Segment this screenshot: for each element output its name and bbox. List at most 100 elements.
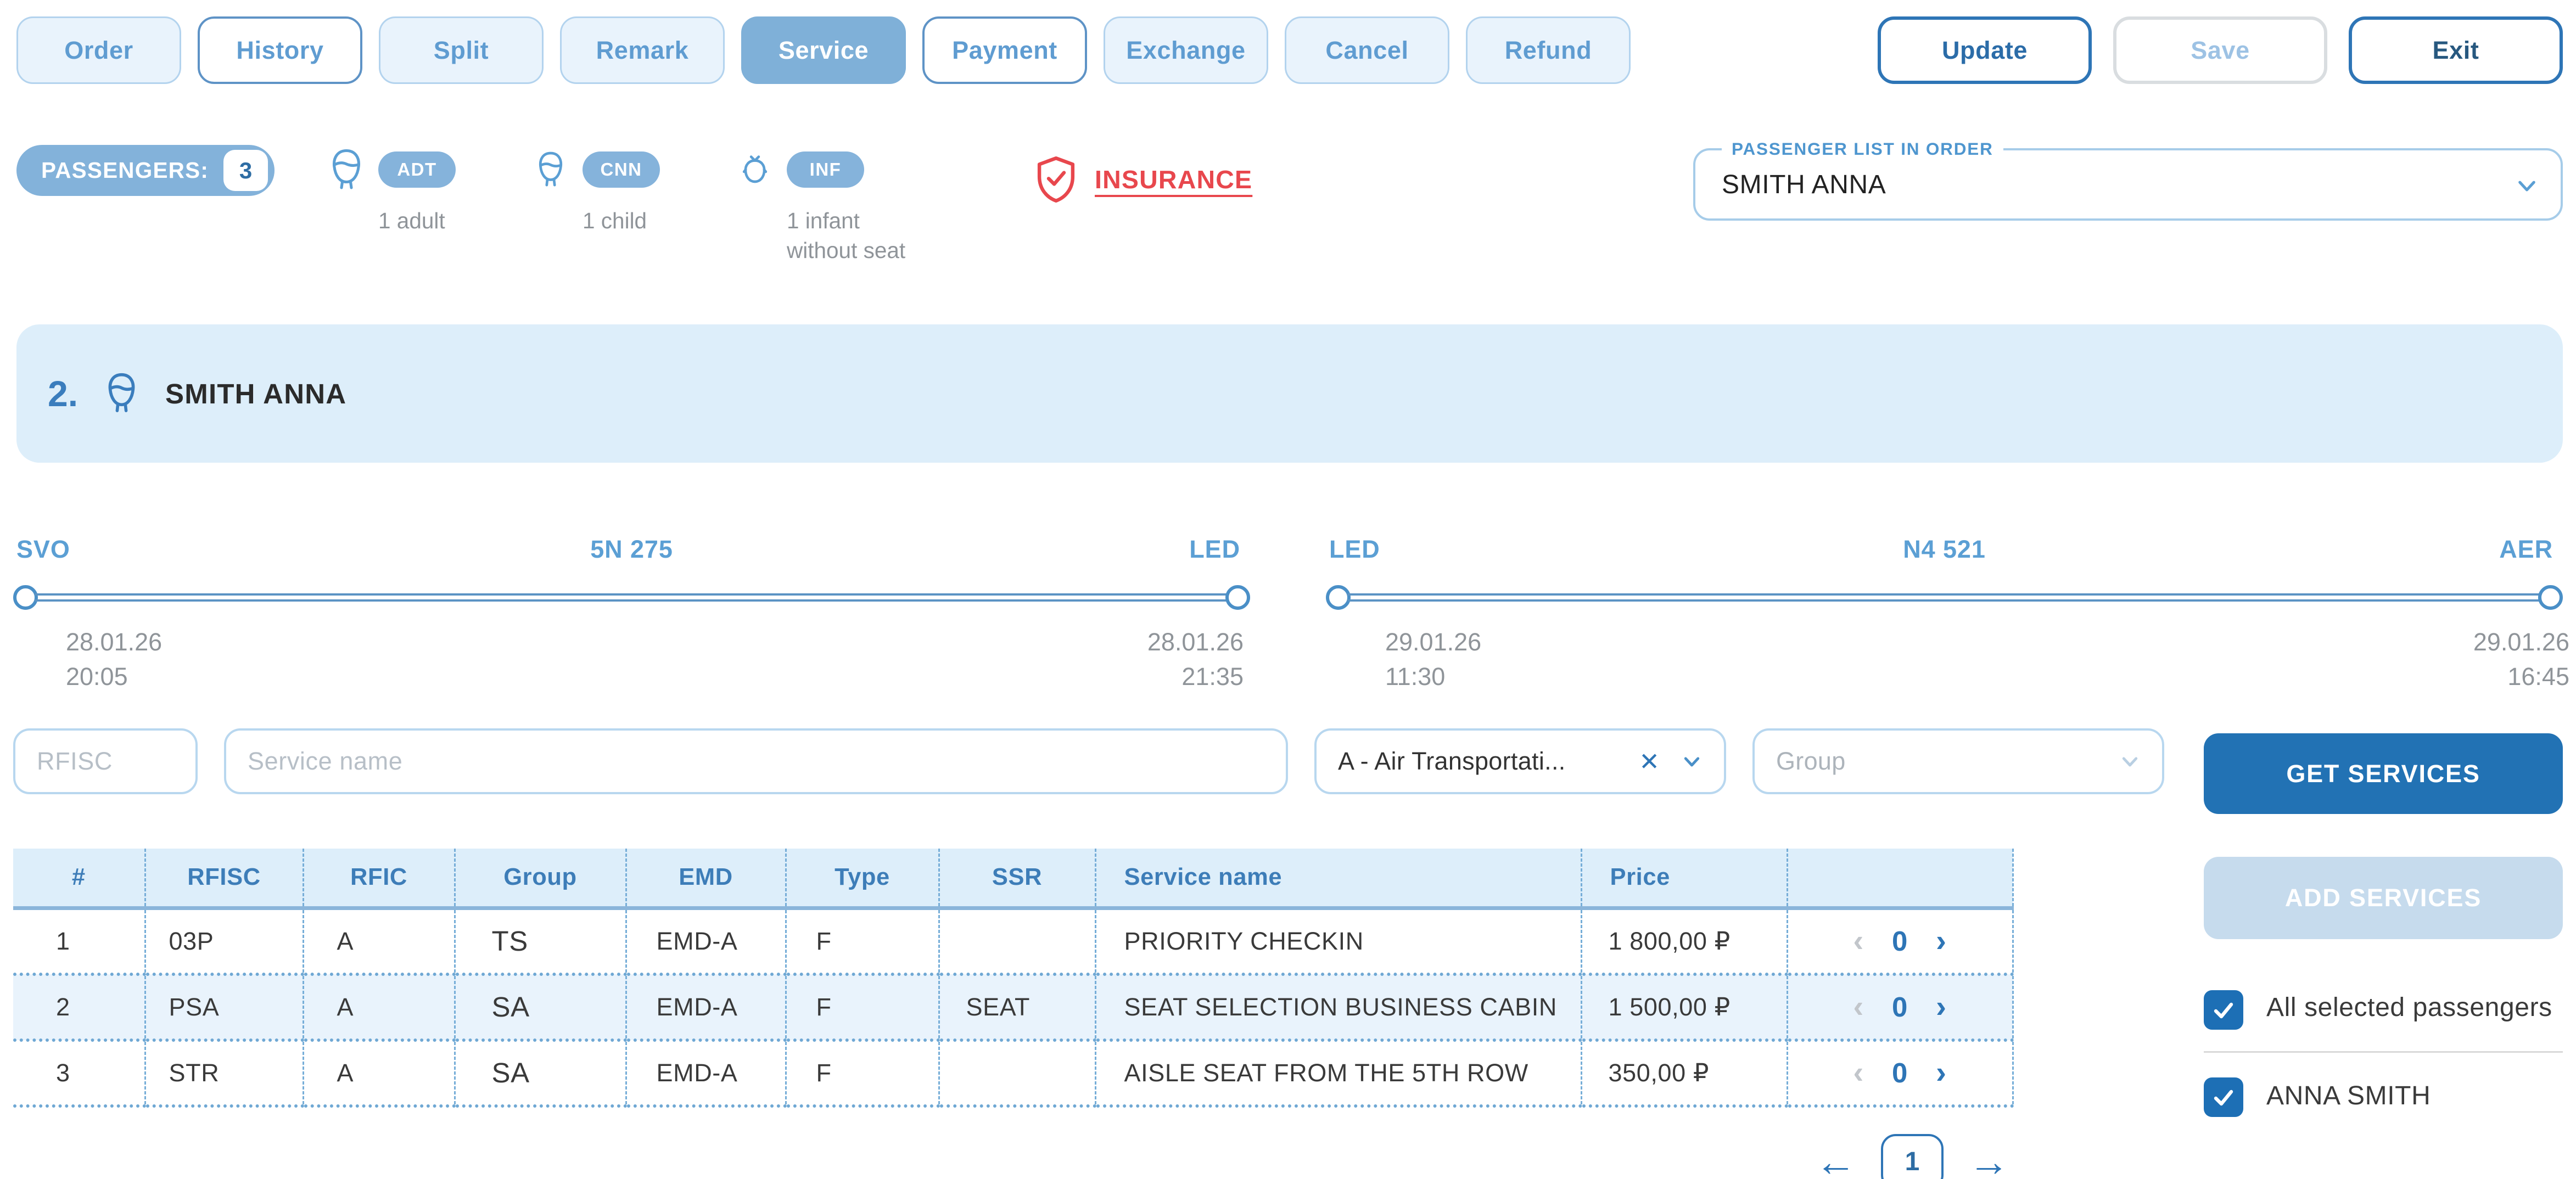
passenger-number: 2. [48,373,79,414]
table-row[interactable]: 2 PSA A SA EMD-A F SEAT SEAT SELECTION B… [13,974,2014,1042]
col-ssr: SSR [939,849,1096,910]
adult-icon [324,145,368,194]
passenger-type-adt: ADT 1 adult [324,145,456,235]
all-passengers-label: All selected passengers [2266,993,2552,1022]
tab-service[interactable]: Service [741,16,906,84]
col-group: Group [455,849,627,910]
arrival-datetime: 29.01.26 16:45 [2473,628,2569,690]
increment-button[interactable]: › [1935,923,1947,958]
decrement-button[interactable]: ‹ [1853,989,1864,1024]
departure-datetime: 29.01.26 11:30 [1385,628,1482,690]
col-service-name: Service name [1095,849,1582,910]
chevron-down-icon [1679,749,1704,774]
decrement-button[interactable]: ‹ [1853,923,1864,958]
previous-page-arrow-icon[interactable]: ← [1815,1138,1856,1179]
flight-segments: SVO 5N 275 LED 28.01.26 20:05 28.01.26 2… [0,535,2576,694]
update-button[interactable]: Update [1878,16,2092,84]
page-number[interactable]: 1 [1881,1133,1944,1179]
segment-origin-dot [13,585,38,610]
increment-button[interactable]: › [1935,1055,1947,1090]
tab-payment[interactable]: Payment [922,16,1087,84]
destination-code: AER [2499,535,2553,563]
destination-code: LED [1189,535,1240,563]
pagination: ← 1 → [13,1133,2013,1179]
checkbox-checked-icon[interactable] [2204,990,2243,1030]
segment-svo-led: SVO 5N 275 LED 28.01.26 20:05 28.01.26 2… [3,535,1260,694]
origin-code: LED [1329,535,1380,563]
adt-caption: 1 adult [378,208,445,233]
passenger-summary: PASSENGERS: 3 ADT 1 adult [0,139,2576,265]
tab-split[interactable]: Split [379,16,544,84]
checkbox-checked-icon[interactable] [2204,1077,2243,1117]
group-select[interactable]: Group [1752,728,2164,794]
service-name-input[interactable] [224,728,1288,794]
service-type-value: A - Air Transportati... [1338,747,1566,775]
flight-number: N4 521 [1903,535,1986,563]
passenger-list-select[interactable]: PASSENGER LIST IN ORDER SMITH ANNA [1693,139,2563,221]
quantity-value: 0 [1892,925,1908,957]
add-services-button[interactable]: ADD SERVICES [2204,857,2563,939]
tab-order[interactable]: Order [16,16,181,84]
tab-exchange[interactable]: Exchange [1104,16,1268,84]
quantity-stepper: ‹ 0 › [1788,925,2012,957]
passenger-list-select-value: SMITH ANNA [1722,170,1886,199]
inf-caption: 1 infant without seat [787,208,906,263]
divider [2204,1051,2563,1053]
insurance-label: INSURANCE [1095,165,1253,194]
col-price: Price [1581,849,1788,910]
next-page-arrow-icon[interactable]: → [1968,1138,2009,1179]
service-type-select[interactable]: A - Air Transportati... ✕ [1314,728,1726,794]
clear-icon[interactable]: ✕ [1639,747,1660,776]
quantity-value: 0 [1892,991,1908,1023]
inf-badge: INF [787,151,865,188]
exit-button[interactable]: Exit [2349,16,2563,84]
rfisc-input[interactable] [13,728,198,794]
segment-line [35,593,1229,602]
passengers-label: PASSENGERS: [41,158,209,183]
cnn-badge: CNN [583,151,660,188]
service-filters: A - Air Transportati... ✕ Group [13,728,2164,794]
flight-number: 5N 275 [590,535,673,563]
quantity-stepper: ‹ 0 › [1788,1057,2012,1089]
cnn-caption: 1 child [583,208,647,233]
infant-icon [732,145,777,194]
increment-button[interactable]: › [1935,989,1947,1024]
departure-datetime: 28.01.26 20:05 [66,628,163,690]
segment-origin-dot [1326,585,1351,610]
passenger-name: SMITH ANNA [165,378,347,409]
get-services-button[interactable]: GET SERVICES [2204,733,2563,814]
segment-line [1347,593,2541,602]
order-actions: Update Save Exit [1878,16,2563,84]
arrival-datetime: 28.01.26 21:35 [1147,628,1244,690]
col-rfisc: RFISC [145,849,304,910]
all-passengers-checkbox-row[interactable]: All selected passengers [2204,987,2563,1030]
table-row[interactable]: 3 STR A SA EMD-A F AISLE SEAT FROM THE 5… [13,1040,2014,1108]
toolbar: Order History Split Remark Service Payme… [0,0,2576,84]
quantity-value: 0 [1892,1057,1908,1088]
save-button[interactable]: Save [2113,16,2327,84]
passenger-checkbox-row[interactable]: ANNA SMITH [2204,1074,2563,1117]
services-side-panel: GET SERVICES ADD SERVICES All selected p… [2204,728,2563,1179]
group-select-placeholder: Group [1776,747,1846,775]
passenger-type-cnn: CNN 1 child [528,145,660,235]
col-type: Type [786,849,940,910]
passenger-banner: 2. SMITH ANNA [16,324,2563,463]
passengers-pill[interactable]: PASSENGERS: 3 [16,145,275,196]
chevron-down-icon [2513,172,2541,200]
col-rfic: RFIC [303,849,456,910]
table-row[interactable]: 1 03P A TS EMD-A F PRIORITY CHECKIN 1 80… [13,908,2014,976]
tab-group: Order History Split Remark Service Payme… [16,16,1631,84]
tab-history[interactable]: History [198,16,362,84]
tab-refund[interactable]: Refund [1466,16,1631,84]
adt-badge: ADT [378,151,456,188]
origin-code: SVO [16,535,70,563]
chevron-down-icon [2118,749,2142,774]
passenger-count-badge: 3 [223,150,268,191]
insurance-link[interactable]: INSURANCE [1034,155,1252,204]
decrement-button[interactable]: ‹ [1853,1055,1864,1090]
col-quantity [1787,849,2014,910]
segment-led-aer: LED N4 521 AER 29.01.26 11:30 29.01.26 1… [1316,535,2573,694]
tab-cancel[interactable]: Cancel [1285,16,1449,84]
tab-remark[interactable]: Remark [560,16,725,84]
